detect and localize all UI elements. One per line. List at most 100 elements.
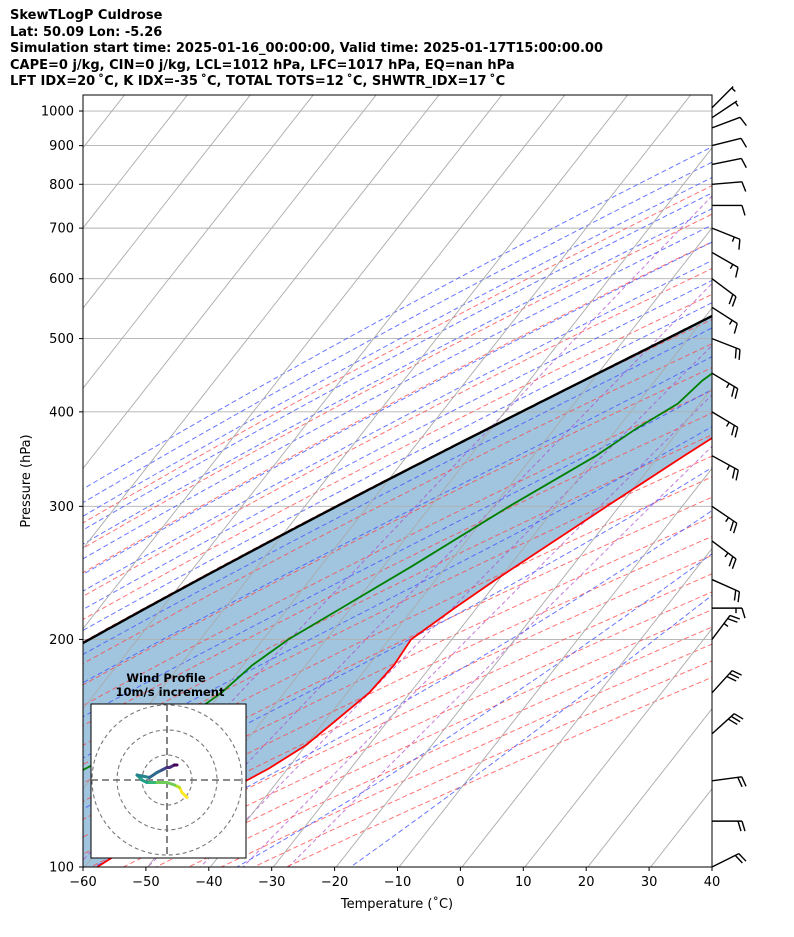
dry-adiabat [83,343,712,665]
dry-adiabat [83,535,712,838]
wind-barb [711,227,741,250]
wind-barb-staff [711,578,740,593]
x-tick-label: 20 [578,875,595,890]
wind-barb-flag [741,820,746,832]
isotherm [83,95,440,550]
wind-barb [711,278,737,307]
chart-header: SkewTLogP Culdrose Lat: 50.09 Lon: -5.26… [10,8,603,91]
x-tick-label: −40 [195,875,222,890]
wind-barb-half-flag [725,517,730,523]
wind-barb-flag [729,614,741,620]
wind-barb-staff [711,181,742,185]
wind-barb [711,100,739,119]
wind-barb-staff [711,251,739,268]
wind-barb [711,669,742,694]
x-tick-label: 40 [704,875,721,890]
moist-adiabat [83,161,712,504]
wind-barb-flag [731,669,742,676]
x-tick-label: 10 [515,875,532,890]
isotherm [83,95,251,309]
wind-barb-flag [734,427,739,438]
wind-barb-half-flag [734,101,739,107]
y-axis-ticks: 100 200 300 400 500 600 700 800 900 1000 [41,105,83,876]
wind-barb [711,540,737,569]
wind-barb [711,372,739,399]
isotherm [524,627,712,867]
wind-barb-flag [737,591,741,603]
wind-barb-flag [728,294,734,305]
wind-barb-half-flag [723,622,729,627]
x-tick-label: −60 [69,875,96,890]
wind-barb [711,86,736,109]
wind-barb [711,614,741,640]
isotherm [83,95,314,389]
wind-barb [712,820,746,832]
wind-barb [711,578,741,603]
wind-barb-flag [732,522,738,534]
wind-barb-half-flag [725,383,730,389]
moist-adiabat [83,259,712,592]
wind-barb-flag [740,137,748,148]
wind-barb-flag [735,470,739,481]
wind-barb-flag [731,558,737,569]
wind-barb-flag [741,776,747,787]
wind-barb [711,411,739,438]
wind-barb [711,455,739,481]
wind-barb-flag [740,158,747,169]
wind-barb [712,607,746,619]
dry-adiabat [83,389,712,707]
wind-barb-staff [711,411,739,428]
y-tick-label: 100 [49,861,74,876]
wind-barb-flag [734,854,743,864]
wind-barb-half-flag [728,319,733,325]
moist-adiabat [83,466,712,810]
x-axis-label: Temperature (˚C) [340,896,453,912]
wind-barb-half-flag [725,421,730,427]
temperature-line [96,436,712,867]
wind-barb-flag [733,590,737,601]
isotherm [335,387,712,867]
moist-adiabat [83,208,712,545]
dry-adiabat [83,267,712,597]
wind-barb-flag [735,267,739,278]
wind-barb [711,776,747,788]
wind-barb [711,306,738,334]
wind-barb-staff [711,852,740,868]
wind-barb-flag [731,468,736,479]
wind-barb [711,181,747,192]
instability-indices-2: LFT IDX=20 ˚C, K IDX=-35 ˚C, TOTAL TOTS=… [10,74,506,89]
x-tick-label: −20 [321,875,348,890]
moist-adiabat [83,192,712,531]
wind-barb-staff [711,137,742,147]
wind-barb-staff [711,776,742,782]
wind-barb [711,157,747,169]
wind-barb-flag [734,347,737,359]
mixing-ratio-line [288,445,712,867]
wind-barb-flag [733,713,744,720]
wind-barb-staff [711,306,738,325]
isotherm [398,467,712,867]
y-tick-label: 500 [49,332,74,347]
inset-title: Wind Profile [126,671,206,685]
x-tick-label: −10 [384,875,411,890]
isotherm [461,547,712,867]
y-tick-label: 800 [49,178,74,193]
wind-barb-staff [711,100,738,119]
wind-barb-flag [729,672,740,679]
wind-barb-half-flag [726,464,731,471]
isotherm [210,227,712,867]
isotherm [83,95,503,630]
wind-barb [711,713,744,735]
isotherm [650,788,712,867]
wind-barb-staff [711,157,742,166]
dry-adiabat [83,476,712,784]
wind-barb-staff [711,337,741,351]
wind-barb-flag [737,777,743,788]
y-tick-label: 300 [49,500,74,515]
moist-adiabat [83,426,712,759]
isotherm [83,95,188,229]
wind-barb-staff [711,505,738,524]
wind-barb-flag [727,718,738,726]
isotherm [587,708,712,867]
